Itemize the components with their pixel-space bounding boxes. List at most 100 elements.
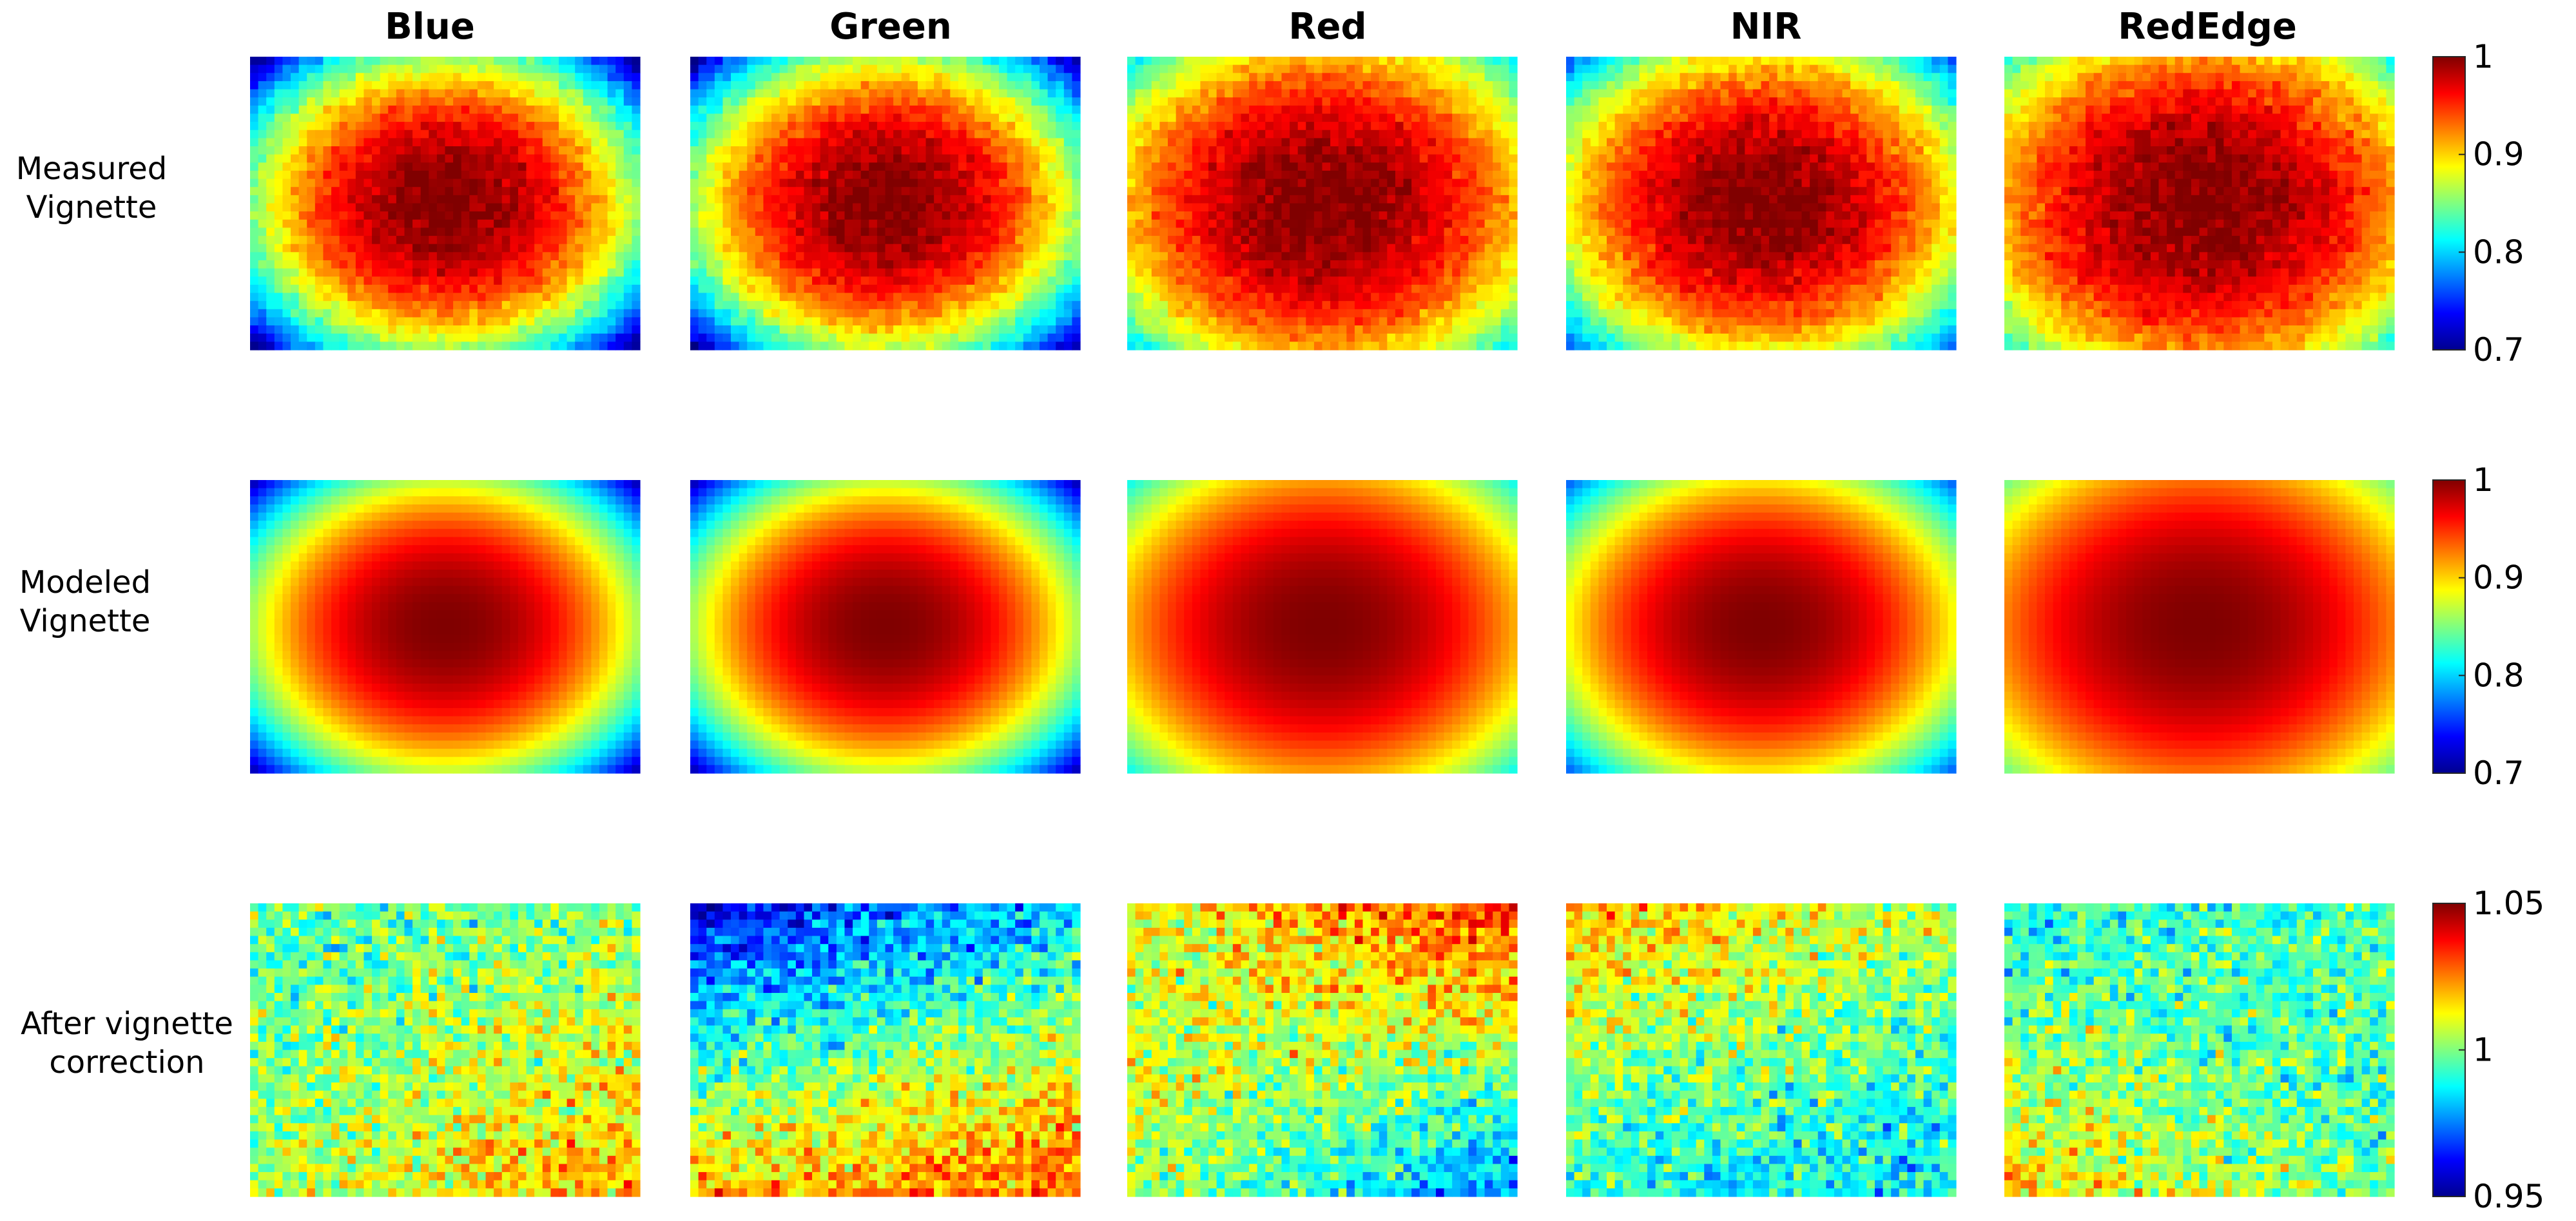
heatmap-cell	[429, 317, 437, 325]
heatmap-cell	[347, 244, 356, 253]
heatmap-cell	[510, 325, 518, 334]
heatmap-cell	[494, 57, 502, 65]
heatmap-cell	[804, 73, 812, 81]
heatmap-cell	[608, 220, 616, 228]
heatmap-cell	[518, 122, 527, 130]
heatmap-cell	[583, 252, 592, 260]
heatmap-cell	[404, 81, 412, 90]
heatmap-cell	[494, 171, 502, 179]
heatmap-cell	[445, 90, 454, 98]
heatmap-cell	[429, 285, 437, 293]
heatmap-cell	[258, 317, 267, 325]
heatmap-cell	[396, 90, 405, 98]
heatmap-cell	[755, 65, 764, 73]
heatmap-cell	[510, 146, 518, 155]
heatmap-cell	[502, 285, 510, 293]
heatmap-cell	[583, 138, 592, 146]
heatmap-cell	[543, 106, 551, 114]
heatmap-cell	[567, 106, 576, 114]
heatmap-cell	[331, 285, 340, 293]
heatmap-cell	[559, 122, 567, 130]
heatmap-cell	[363, 65, 372, 73]
heatmap-cell	[250, 187, 258, 195]
heatmap-cell	[624, 106, 632, 114]
heatmap-cell	[502, 65, 510, 73]
heatmap-cell	[299, 309, 307, 318]
heatmap-cell	[421, 244, 429, 253]
heatmap-cell	[396, 155, 405, 163]
heatmap-cell	[615, 171, 624, 179]
heatmap-cell	[421, 227, 429, 236]
heatmap-cell	[282, 97, 291, 106]
heatmap-cell	[478, 130, 486, 139]
heatmap-cell	[380, 220, 389, 228]
heatmap-cell	[453, 244, 461, 253]
heatmap-cell	[396, 122, 405, 130]
heatmap-cell	[453, 334, 461, 342]
heatmap-cell	[559, 244, 567, 253]
heatmap-cell	[567, 179, 576, 187]
heatmap-cell	[567, 260, 576, 269]
heatmap-cell	[591, 90, 599, 98]
heatmap-cell	[266, 341, 275, 350]
heatmap-cell	[429, 260, 437, 269]
heatmap-cell	[934, 57, 942, 65]
heatmap-cell	[404, 106, 412, 114]
heatmap-cell	[461, 65, 470, 73]
heatmap-cell	[731, 73, 739, 81]
heatmap-cell	[534, 317, 543, 325]
heatmap-cell	[437, 204, 445, 212]
heatmap-cell	[347, 81, 356, 90]
heatmap-cell	[437, 187, 445, 195]
heatmap-cell	[583, 187, 592, 195]
heatmap-cell	[266, 90, 275, 98]
heatmap-cell	[632, 301, 640, 309]
heatmap-cell	[412, 334, 421, 342]
heatmap-cell	[583, 244, 592, 253]
heatmap-cell	[421, 113, 429, 122]
heatmap-cell	[510, 162, 518, 171]
heatmap-cell	[527, 269, 535, 277]
heatmap-cell	[404, 187, 412, 195]
heatmap-cell	[624, 171, 632, 179]
heatmap-cell	[527, 285, 535, 293]
heatmap-cell	[453, 130, 461, 139]
heatmap-cell	[315, 130, 324, 139]
column-title-red: Red	[1288, 6, 1366, 48]
heatmap-cell	[331, 341, 340, 350]
heatmap-cell	[599, 81, 608, 90]
heatmap-cell	[315, 341, 324, 350]
heatmap-cell	[258, 334, 267, 342]
heatmap-cell	[445, 269, 454, 277]
heatmap-cell	[380, 113, 389, 122]
heatmap-cell	[250, 317, 258, 325]
heatmap-cell	[469, 211, 478, 220]
heatmap-cell	[771, 57, 780, 65]
heatmap-cell	[323, 276, 331, 285]
heatmap-cell	[291, 211, 299, 220]
heatmap-cell	[575, 122, 583, 130]
heatmap-cell	[275, 252, 283, 260]
heatmap-cell	[632, 146, 640, 155]
heatmap-cell	[599, 138, 608, 146]
heatmap-cell	[575, 65, 583, 73]
heatmap-cell	[543, 260, 551, 269]
heatmap-cell	[404, 293, 412, 302]
heatmap-cell	[486, 301, 494, 309]
heatmap-cell	[258, 285, 267, 293]
heatmap-cell	[315, 65, 324, 73]
heatmap-cell	[340, 325, 348, 334]
heatmap-cell	[453, 162, 461, 171]
heatmap-cell	[615, 236, 624, 244]
heatmap-cell	[527, 187, 535, 195]
heatmap-cell	[502, 179, 510, 187]
heatmap-cell	[331, 90, 340, 98]
heatmap-cell	[575, 334, 583, 342]
heatmap-cell	[591, 73, 599, 81]
heatmap-cell	[527, 155, 535, 163]
heatmap-cell	[340, 130, 348, 139]
heatmap-cell	[421, 65, 429, 73]
heatmap-cell	[356, 81, 364, 90]
heatmap-cell	[486, 122, 494, 130]
heatmap-cell	[421, 106, 429, 114]
